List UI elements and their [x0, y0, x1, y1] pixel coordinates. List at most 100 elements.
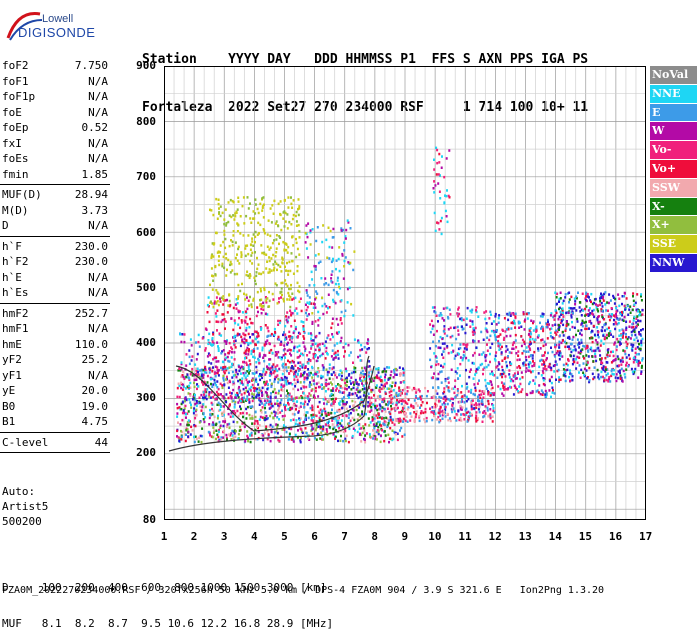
param-value: 7.750: [74, 59, 108, 72]
param-label: MUF(D): [2, 188, 42, 201]
auto-artist: Artist5: [2, 500, 49, 513]
param-value: 44: [94, 435, 108, 449]
x-tick-label: 7: [341, 530, 348, 543]
param-value: 110.0: [74, 337, 108, 351]
param-value: 19.0: [81, 399, 109, 413]
param-row: h`F 230.0: [0, 239, 112, 255]
param-label: D: [2, 219, 9, 232]
legend-item: Vo+: [650, 159, 697, 178]
header-values-row: Fortaleza 2022 Set27 270 234000 RSF 1 71…: [142, 100, 589, 115]
parameters-panel: foF2 7.750 foF1 N/A foF1p N/A foE N/A foEp 0.52 fx…: [0, 58, 112, 455]
param-row: yE 20.0: [0, 383, 112, 399]
param-label: foE: [2, 105, 22, 119]
param-row: D N/A: [0, 218, 112, 234]
param-label: foEp: [2, 121, 29, 134]
param-row: foE N/A: [0, 105, 112, 121]
legend-item: SSE: [650, 235, 697, 253]
param-row: hmF2 252.7: [0, 306, 112, 322]
param-row: foF2 7.750: [0, 58, 112, 74]
param-label: h`F2: [2, 255, 29, 268]
param-value: N/A: [88, 105, 108, 119]
param-label: foF1: [2, 74, 29, 88]
y-tick-label: 500: [136, 281, 156, 294]
legend-item: W: [650, 122, 697, 141]
param-row: foEp 0.52: [0, 120, 112, 136]
plot-grid: [164, 66, 646, 520]
x-tick-label: 6: [311, 530, 318, 543]
param-row: B0 19.0: [0, 399, 112, 415]
param-label: foEs: [2, 152, 29, 165]
param-row: h`F2 230.0: [0, 254, 112, 270]
file-info: FZA0M_2022270234000.RSF / 320fx256h 50 k…: [2, 585, 605, 596]
param-row: M(D) 3.73: [0, 203, 112, 219]
param-label: B1: [2, 415, 16, 428]
param-label: hmE: [2, 337, 22, 351]
param-value: N/A: [88, 322, 108, 335]
y-tick-label: 80: [142, 513, 156, 526]
x-tick-label: 4: [250, 530, 258, 543]
param-label: hmF1: [2, 322, 29, 335]
polarization-legend: NoVal NNE E W Vo- Vo+ SSW X- X+ SSE NNW: [650, 66, 697, 273]
legend-item: NNE: [650, 84, 697, 103]
x-tick-label: 15: [578, 530, 593, 543]
x-tick-label: 1: [160, 530, 168, 543]
param-label: fmin: [2, 167, 29, 181]
autoscaling-info: Auto: Artist5 500200: [2, 484, 48, 529]
param-value: N/A: [88, 136, 108, 150]
x-tick-label: 8: [371, 530, 378, 543]
param-separator: [0, 431, 110, 433]
legend-item: Vo-: [650, 141, 697, 159]
param-row: h`Es N/A: [0, 285, 112, 301]
electron-density-profile: [168, 355, 370, 452]
param-separator: [0, 302, 110, 304]
muf-table: D 100 200 400 600 800 1000 1500 3000 [km…: [2, 558, 333, 642]
x-tick-label: 16: [608, 530, 623, 543]
param-value: 28.94: [74, 188, 108, 201]
x-tick-label: 10: [428, 530, 442, 543]
param-value: 1.85: [81, 167, 109, 181]
legend-item: X-: [650, 197, 697, 216]
param-row: hmE 110.0: [0, 337, 112, 353]
param-label: yF2: [2, 353, 22, 366]
y-tick-label: 300: [136, 391, 156, 404]
y-tick-label: 200: [136, 446, 156, 459]
y-tick-label: 700: [136, 170, 156, 183]
logo-swirl-icon: [6, 12, 43, 41]
param-label: hmF2: [2, 306, 29, 320]
distance-row: D 100 200 400 600 800 1000 1500 3000 [km…: [2, 581, 327, 594]
x-tick-label: 9: [401, 530, 409, 543]
logo-text-lowell: Lowell: [42, 13, 74, 25]
logo-text-digisonde: DIGISONDE: [18, 25, 96, 40]
x-tick-label: 2: [190, 530, 198, 543]
param-value: N/A: [88, 74, 108, 88]
param-value: 3.73: [81, 203, 109, 217]
param-row: MUF(D) 28.94: [0, 187, 112, 203]
legend-item: E: [650, 103, 697, 122]
param-label: C-level: [2, 435, 49, 449]
x-tick-label: 5: [281, 530, 288, 543]
param-label: B0: [2, 399, 16, 413]
param-value: 4.75: [81, 415, 109, 428]
param-value: 25.2: [81, 353, 109, 366]
param-separator: [0, 235, 110, 237]
y-tick-label: 600: [136, 226, 156, 239]
param-label: M(D): [2, 203, 29, 217]
param-value: 230.0: [74, 255, 108, 268]
param-row: fxI N/A: [0, 136, 112, 152]
param-value: 252.7: [74, 306, 108, 320]
param-value: 230.0: [74, 239, 108, 253]
y-tick-label: 400: [136, 336, 156, 349]
param-label: h`F: [2, 239, 22, 253]
param-row: hmF1 N/A: [0, 321, 112, 337]
param-row: yF2 25.2: [0, 352, 112, 368]
param-value: 0.52: [81, 121, 109, 134]
param-label: foF1p: [2, 90, 36, 103]
param-row: yF1 N/A: [0, 368, 112, 384]
auto-code: 500200: [2, 515, 42, 528]
station-header: Station YYYY DAY DDD HHMMSS P1 FFS S AXN…: [142, 20, 700, 132]
param-label: foF2: [2, 59, 29, 72]
auto-label: Auto:: [2, 485, 36, 498]
ordinary-trace-line: [175, 365, 375, 432]
param-value: N/A: [88, 90, 108, 103]
legend-item: NoVal: [650, 66, 697, 84]
